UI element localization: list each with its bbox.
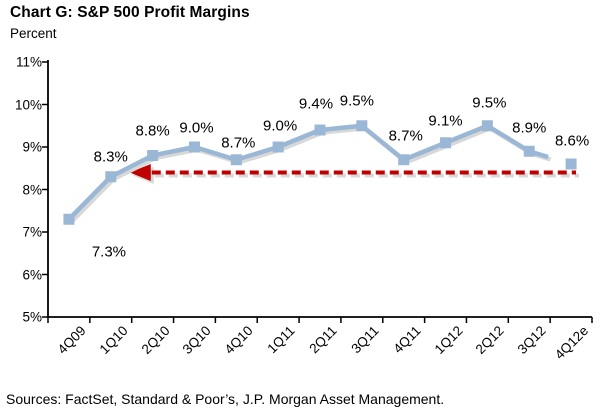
data-point-marker — [481, 120, 493, 132]
y-axis-unit-label: Percent — [10, 26, 57, 41]
data-point-marker — [398, 154, 410, 166]
chart-title: Chart G: S&P 500 Profit Margins — [10, 4, 250, 21]
data-point-marker — [105, 171, 117, 183]
reference-left-arrow-icon — [129, 164, 151, 181]
data-point-marker — [272, 141, 284, 153]
data-point-marker — [314, 124, 326, 136]
axis-lines — [47, 60, 592, 318]
data-point-marker — [63, 213, 75, 225]
sources-note: Sources: FactSet, Standard & Poor’s, J.P… — [6, 391, 445, 407]
estimate-point-marker — [565, 158, 577, 170]
data-point-marker — [188, 141, 200, 153]
data-point-marker — [147, 150, 159, 161]
data-point-marker — [230, 154, 242, 166]
data-point-marker — [356, 120, 368, 132]
data-point-marker — [523, 145, 535, 157]
data-point-marker — [440, 137, 452, 149]
